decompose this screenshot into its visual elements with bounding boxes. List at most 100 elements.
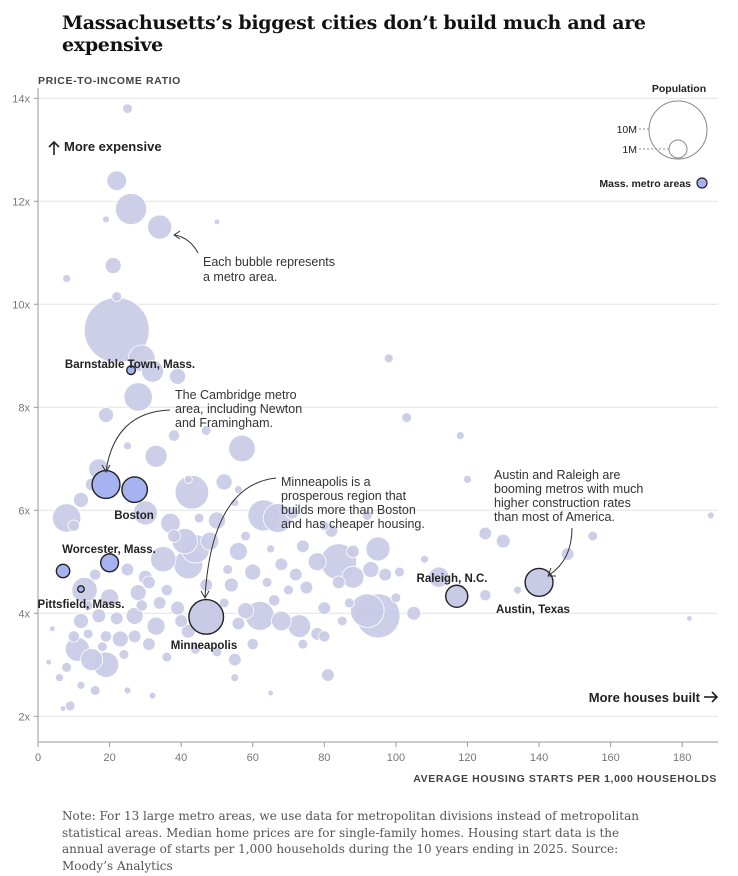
metro-bubble [150, 546, 177, 573]
metro-bubble [218, 597, 230, 609]
metro-bubble [344, 597, 355, 609]
metro-bubble [587, 530, 599, 542]
metro-bubble [383, 353, 394, 364]
metro-bubble [336, 615, 348, 627]
metro-bubble [82, 628, 94, 640]
metro-bubble [428, 566, 450, 588]
metro-bubble [365, 536, 391, 562]
metro-bubble [45, 658, 52, 666]
metro-bubble [299, 580, 314, 595]
tick-labels: 2x 4x 6x 8x 10x 12x 14x 0 20 40 60 80 100 120 140 160 18… [12, 93, 691, 764]
annotation-line: than most of America. [494, 510, 615, 524]
metro-bubble [213, 218, 221, 226]
metro-bubble [62, 274, 72, 283]
metro-bubble [190, 643, 201, 655]
metro-bubble [478, 526, 493, 541]
scatter-chart: 2x 4x 6x 8x 10x 12x 14x 0 20 40 60 80 100 120 140 160 18… [12, 75, 719, 785]
mass-metro-bubble [121, 476, 149, 504]
highlight-metro-bubble [524, 567, 554, 598]
annotation-line: Minneapolis is a [281, 475, 371, 489]
metro-bubble [350, 593, 385, 628]
metro-bubble [167, 529, 181, 543]
annotation-arrow [174, 234, 199, 254]
metro-bubble [49, 625, 56, 632]
annotation-line: and has cheaper housing. [281, 517, 425, 531]
svg-text:Austin and Raleigh are b: Austin and Raleigh are booming metros wi… [494, 468, 647, 524]
metro-bubble [346, 544, 360, 559]
metro-bubble [200, 531, 220, 551]
metro-bubble [100, 588, 119, 608]
annotation-line: The Cambridge metro [175, 388, 297, 402]
metro-bubble [686, 615, 693, 622]
annotation-line: prosperous region that [281, 489, 407, 503]
metro-bubble [193, 512, 205, 524]
highlight-metro-bubble [188, 598, 225, 635]
metro-bubble [285, 506, 299, 520]
metro-bubble [208, 511, 226, 530]
metro-bubble [111, 630, 129, 648]
metro-bubble [223, 577, 239, 593]
metro-bubble [463, 474, 472, 484]
metro-bubble [246, 638, 259, 651]
metro-bubble [183, 474, 193, 484]
metro-bubble [132, 500, 158, 526]
metro-bubble [169, 367, 187, 385]
x-tick-label: 160 [601, 752, 619, 764]
metro-bubble [174, 475, 210, 510]
metro-bubble [91, 608, 107, 624]
metro-bubble [97, 641, 108, 653]
metro-bubble [146, 616, 166, 636]
more-expensive-label: More expensive [48, 139, 162, 155]
annotation-arrowhead [200, 590, 210, 600]
chart-title: Massachusetts’s biggest cities don’t bui… [62, 12, 646, 56]
annotation-minneapolis: Minneapolis is a prosperous region that … [200, 475, 425, 600]
metro-bubble [76, 680, 86, 690]
label-austin: Austin, Texas [496, 604, 570, 616]
metro-bubble [123, 686, 132, 695]
svg-text:Minneapolis is a prosper: Minneapolis is a prosperous region that … [281, 475, 425, 531]
metro-bubble [228, 652, 242, 667]
metro-bubble [513, 585, 523, 595]
metro-bubble [274, 557, 289, 572]
annotation-line: and Framingham. [175, 416, 273, 430]
metro-bubble [127, 629, 142, 644]
metro-bubble [55, 673, 64, 683]
legend-size-1m [668, 139, 688, 159]
metro-bubble [455, 431, 465, 441]
metro-bubble [73, 613, 89, 629]
metro-bubble [89, 685, 101, 696]
metro-bubble [144, 444, 168, 468]
metro-bubble [331, 575, 346, 590]
label-boston: Boston [114, 510, 154, 522]
legend-mass-label: Mass. metro areas [599, 178, 691, 190]
metro-bubble [362, 561, 380, 578]
metro-bubble [99, 630, 113, 643]
x-axis-title: AVERAGE HOUSING STARTS PER 1,000 HOUSEHO… [413, 773, 717, 785]
metro-bubble [233, 485, 243, 495]
metro-bubble [321, 668, 335, 682]
metro-bubble [401, 412, 412, 423]
y-tick-label: 8x [18, 402, 30, 414]
legend-size-10m [648, 100, 708, 160]
metro-bubble [123, 382, 153, 412]
metro-bubble [240, 530, 251, 542]
metro-bubble [123, 441, 132, 451]
metro-bubble [296, 539, 310, 554]
annotation-arrow [204, 477, 277, 598]
metro-bubble [341, 565, 365, 589]
y-axis-title: PRICE-TO-INCOME RATIO [38, 75, 181, 87]
annotation-each-bubble: Each bubble represents a metro area. [173, 230, 335, 284]
axes [37, 88, 718, 743]
annotation-line: higher construction rates [494, 496, 631, 510]
metro-bubble [283, 584, 294, 596]
metro-bubble [420, 554, 429, 564]
metro-bubble [98, 407, 114, 423]
metro-bubble [479, 589, 492, 602]
metro-bubble [297, 638, 309, 650]
metro-bubble [102, 215, 110, 224]
legend-label-1m: 1M [622, 144, 637, 156]
label-minneapolis: Minneapolis [171, 640, 237, 652]
metro-bubble [261, 577, 273, 588]
annotation-austin-raleigh: Austin and Raleigh are booming metros wi… [494, 468, 647, 577]
metro-bubble [560, 547, 575, 561]
